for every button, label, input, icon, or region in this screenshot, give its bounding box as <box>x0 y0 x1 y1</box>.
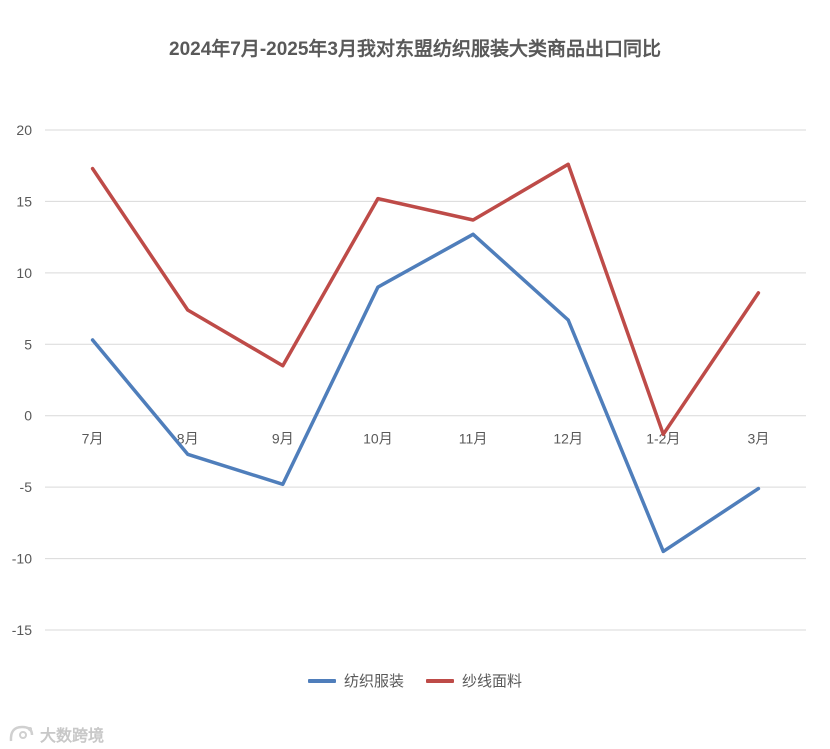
chart-title: 2024年7月-2025年3月我对东盟纺织服装大类商品出口同比 <box>169 39 661 60</box>
series-2-point <box>566 162 570 166</box>
legend-item-series-2[interactable]: 纱线面料 <box>426 670 522 691</box>
series-2-point <box>376 197 380 201</box>
watermark-logo: 大数跨境 <box>8 722 104 746</box>
y-tick-label: -10 <box>12 551 32 567</box>
series-1-point <box>566 318 570 322</box>
series-1-point <box>661 549 665 553</box>
series-2-point <box>471 218 475 222</box>
x-axis-tick-labels: 7月 8月 9月 10月 11月 12月 1-2月 3月 <box>82 431 770 447</box>
y-axis-tick-labels: 20 15 10 5 0 -5 -10 -15 <box>12 122 32 638</box>
y-tick-label: -5 <box>20 479 33 495</box>
series-2-point <box>281 364 285 368</box>
y-tick-label: -15 <box>12 622 32 638</box>
y-tick-label: 5 <box>24 336 32 352</box>
series-2-point <box>186 308 190 312</box>
legend: 纺织服装 纱线面料 <box>0 670 830 691</box>
series-1-point <box>91 338 95 342</box>
legend-item-series-1[interactable]: 纺织服装 <box>307 670 404 691</box>
series-2-point <box>661 432 665 436</box>
x-tick-label: 10月 <box>363 431 393 447</box>
y-tick-label: 15 <box>16 193 32 209</box>
legend-swatch-series-1 <box>307 678 336 683</box>
legend-label-series-1: 纺织服装 <box>343 673 404 690</box>
legend-swatch-series-2 <box>426 678 454 683</box>
gridlines <box>45 129 806 631</box>
series-2-point <box>756 291 760 295</box>
x-tick-label: 11月 <box>459 431 488 447</box>
series-line-1 <box>90 232 761 554</box>
series-1-point <box>471 232 475 236</box>
watermark-text: 大数跨境 <box>40 728 105 745</box>
series-2-point <box>91 167 95 171</box>
series-line-2 <box>90 162 761 437</box>
series-1-point <box>756 487 760 491</box>
y-tick-label: 20 <box>16 122 32 138</box>
series-1-point <box>281 482 285 486</box>
series-1-point <box>376 285 380 289</box>
x-tick-label: 9月 <box>272 431 294 447</box>
x-tick-label: 1-2月 <box>646 431 680 447</box>
series-1-point <box>186 452 190 456</box>
y-tick-label: 0 <box>24 408 32 424</box>
x-tick-label: 8月 <box>177 431 199 447</box>
watermark-icon <box>9 725 34 742</box>
x-tick-label: 3月 <box>748 431 770 447</box>
x-tick-label: 7月 <box>82 431 104 447</box>
series-lines <box>90 162 761 554</box>
x-tick-label: 12月 <box>553 431 583 447</box>
y-tick-label: 10 <box>16 265 32 281</box>
legend-label-series-2: 纱线面料 <box>462 673 523 690</box>
